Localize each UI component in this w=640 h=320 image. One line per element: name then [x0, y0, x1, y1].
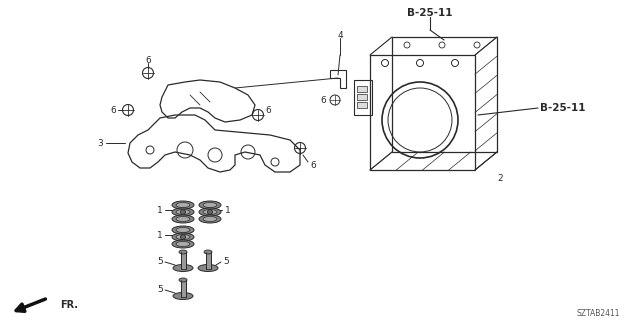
Ellipse shape — [179, 250, 187, 254]
Ellipse shape — [176, 242, 190, 246]
Ellipse shape — [172, 201, 194, 209]
Text: 1: 1 — [225, 205, 231, 214]
Ellipse shape — [176, 210, 190, 214]
Ellipse shape — [176, 203, 190, 207]
Ellipse shape — [203, 210, 217, 214]
Ellipse shape — [176, 217, 190, 221]
Text: 6: 6 — [110, 106, 116, 115]
Text: 6: 6 — [310, 161, 316, 170]
Ellipse shape — [172, 215, 194, 223]
Bar — [205, 252, 211, 269]
Text: 6: 6 — [265, 106, 271, 115]
Bar — [180, 252, 186, 269]
Bar — [357, 86, 367, 92]
Ellipse shape — [199, 208, 221, 216]
Ellipse shape — [173, 292, 193, 300]
Text: 5: 5 — [223, 258, 229, 267]
Bar — [357, 102, 367, 108]
Ellipse shape — [199, 215, 221, 223]
Ellipse shape — [203, 217, 217, 221]
Ellipse shape — [179, 278, 187, 282]
Ellipse shape — [172, 233, 194, 241]
Ellipse shape — [172, 208, 194, 216]
Text: SZTAB2411: SZTAB2411 — [577, 308, 620, 317]
Text: 3: 3 — [97, 139, 103, 148]
Text: 1: 1 — [157, 230, 163, 239]
Text: 6: 6 — [145, 55, 151, 65]
Bar — [354, 80, 372, 115]
Text: 6: 6 — [320, 95, 326, 105]
Ellipse shape — [203, 203, 217, 207]
Ellipse shape — [172, 226, 194, 234]
Text: FR.: FR. — [60, 300, 78, 310]
Ellipse shape — [176, 235, 190, 239]
Bar — [180, 280, 186, 297]
Ellipse shape — [176, 228, 190, 233]
Bar — [357, 94, 367, 100]
Circle shape — [180, 235, 186, 239]
Text: 5: 5 — [157, 285, 163, 294]
Text: 2: 2 — [497, 173, 503, 182]
Text: 5: 5 — [157, 258, 163, 267]
Text: B-25-11: B-25-11 — [407, 8, 452, 18]
Ellipse shape — [198, 265, 218, 271]
Ellipse shape — [173, 265, 193, 271]
Bar — [370, 55, 475, 170]
Ellipse shape — [204, 250, 212, 254]
Text: 4: 4 — [337, 30, 343, 39]
Ellipse shape — [172, 240, 194, 248]
Text: B-25-11: B-25-11 — [540, 103, 586, 113]
Circle shape — [207, 210, 212, 214]
Ellipse shape — [199, 201, 221, 209]
Bar — [392, 37, 497, 152]
Circle shape — [180, 210, 186, 214]
Text: 1: 1 — [157, 205, 163, 214]
